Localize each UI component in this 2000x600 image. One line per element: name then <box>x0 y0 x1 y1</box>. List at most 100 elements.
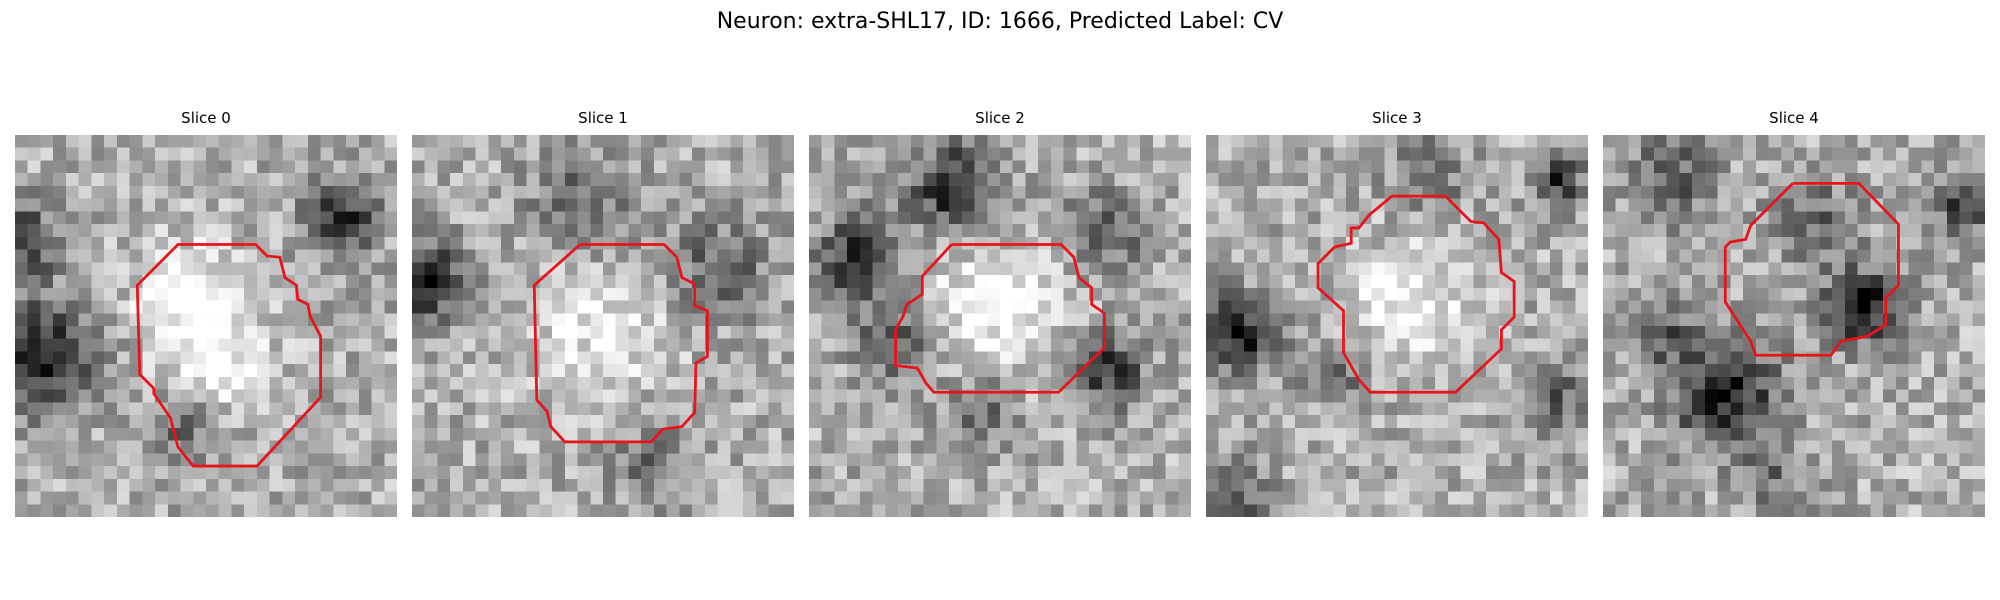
image-pixel <box>1447 135 1461 148</box>
image-pixel <box>256 211 270 225</box>
panel-slice-1: Slice 1 <box>412 108 794 517</box>
image-pixel <box>872 300 886 314</box>
image-pixel <box>768 402 782 416</box>
image-pixel <box>1959 262 1973 276</box>
image-pixel <box>768 249 782 263</box>
image-pixel <box>384 147 397 161</box>
image-pixel <box>1603 351 1616 365</box>
image-pixel <box>653 300 667 314</box>
image-pixel <box>1447 440 1461 454</box>
image-pixel <box>295 427 309 441</box>
image-pixel <box>1050 440 1064 454</box>
image-pixel <box>1921 351 1935 365</box>
image-pixel <box>949 147 963 161</box>
image-pixel <box>1076 491 1090 505</box>
image-pixel <box>1012 224 1026 238</box>
image-pixel <box>847 376 861 390</box>
image-pixel <box>1511 466 1525 480</box>
image-pixel <box>1307 198 1321 212</box>
image-pixel <box>1269 300 1283 314</box>
image-pixel <box>1295 389 1309 403</box>
image-pixel <box>1743 287 1757 301</box>
image-pixel <box>910 236 924 250</box>
image-pixel <box>743 453 757 467</box>
image-pixel <box>1206 287 1219 301</box>
image-pixel <box>218 466 232 480</box>
image-pixel <box>1730 160 1744 174</box>
image-pixel <box>1333 376 1347 390</box>
image-pixel <box>1946 198 1960 212</box>
image-pixel <box>949 491 963 505</box>
image-pixel <box>1794 236 1807 250</box>
image-pixel <box>910 249 924 263</box>
image-pixel <box>809 211 822 225</box>
image-pixel <box>231 262 245 276</box>
image-pixel <box>155 224 169 238</box>
image-pixel <box>666 351 680 365</box>
image-pixel <box>346 389 360 403</box>
image-pixel <box>1615 326 1629 339</box>
image-pixel <box>65 376 79 390</box>
image-pixel <box>1358 135 1372 148</box>
image-pixel <box>1231 236 1245 250</box>
image-pixel <box>53 326 67 339</box>
image-pixel <box>1946 313 1960 327</box>
image-pixel <box>1038 224 1052 238</box>
image-pixel <box>1959 376 1973 390</box>
image-pixel <box>1511 326 1525 339</box>
image-pixel <box>1549 173 1563 187</box>
image-pixel <box>1397 351 1410 365</box>
image-pixel <box>295 211 309 225</box>
image-pixel <box>936 135 950 148</box>
image-pixel <box>1320 427 1334 441</box>
image-pixel <box>1562 326 1576 339</box>
image-pixel <box>307 440 321 454</box>
image-pixel <box>1447 351 1461 365</box>
image-pixel <box>40 275 54 289</box>
image-pixel <box>437 135 451 148</box>
image-pixel <box>1832 415 1846 429</box>
image-pixel <box>1934 491 1948 505</box>
image-pixel <box>1511 338 1525 352</box>
image-pixel <box>371 185 385 199</box>
image-pixel <box>1089 173 1103 187</box>
image-pixel <box>116 402 130 416</box>
image-pixel <box>564 491 578 505</box>
image-pixel <box>1435 300 1449 314</box>
image-pixel <box>717 211 731 225</box>
image-pixel <box>1653 160 1667 174</box>
image-pixel <box>1755 326 1769 339</box>
image-pixel <box>1908 415 1922 429</box>
image-pixel <box>15 313 28 327</box>
image-pixel <box>1679 326 1693 339</box>
image-pixel <box>1575 453 1588 467</box>
image-pixel <box>78 402 92 416</box>
image-pixel <box>307 147 321 161</box>
image-pixel <box>155 351 169 365</box>
image-pixel <box>809 351 822 365</box>
image-pixel <box>15 491 28 505</box>
image-pixel <box>1358 440 1372 454</box>
image-pixel <box>78 415 92 429</box>
image-pixel <box>1819 185 1833 199</box>
image-pixel <box>412 198 425 212</box>
image-pixel <box>615 389 629 403</box>
image-pixel <box>231 224 245 238</box>
image-pixel <box>475 478 489 492</box>
image-pixel <box>949 173 963 187</box>
image-pixel <box>1857 300 1871 314</box>
image-pixel <box>1883 275 1897 289</box>
image-pixel <box>1165 275 1179 289</box>
image-pixel <box>1165 211 1179 225</box>
image-pixel <box>371 300 385 314</box>
image-pixel <box>539 236 553 250</box>
image-pixel <box>333 402 347 416</box>
image-pixel <box>513 249 527 263</box>
image-pixel <box>628 224 642 238</box>
image-pixel <box>1025 402 1039 416</box>
image-pixel <box>666 504 680 517</box>
image-pixel <box>923 185 937 199</box>
image-pixel <box>704 427 718 441</box>
image-pixel <box>1282 173 1296 187</box>
image-pixel <box>1498 351 1512 365</box>
